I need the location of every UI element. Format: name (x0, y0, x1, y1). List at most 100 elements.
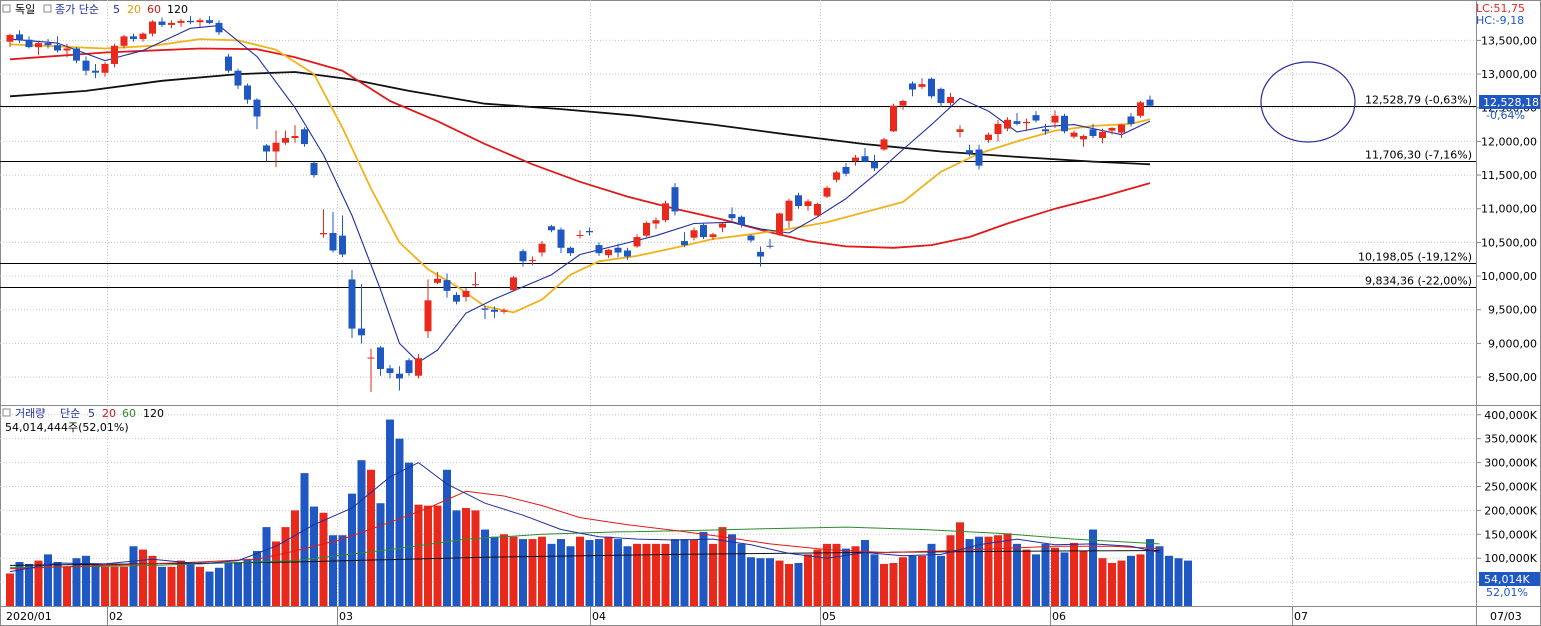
candle[interactable] (301, 127, 308, 147)
candle[interactable] (272, 130, 280, 167)
candle[interactable] (348, 270, 356, 339)
candle[interactable] (1051, 110, 1059, 128)
volume-bar[interactable] (851, 546, 860, 606)
candle[interactable] (405, 358, 413, 376)
volume-bar[interactable] (300, 473, 309, 606)
candle[interactable] (510, 276, 517, 291)
candle[interactable] (1070, 130, 1078, 139)
volume-bar[interactable] (804, 554, 812, 606)
volume-bar[interactable] (566, 546, 575, 606)
volume-bar[interactable] (642, 543, 651, 606)
candle[interactable] (377, 346, 384, 376)
candle[interactable] (709, 232, 717, 240)
volume-bar[interactable] (72, 558, 81, 606)
volume-bar[interactable] (813, 549, 822, 606)
volume-bar[interactable] (15, 562, 24, 606)
volume-bar[interactable] (224, 562, 233, 606)
volume-bar[interactable] (870, 554, 879, 606)
volume-bar[interactable] (1108, 562, 1116, 606)
candle[interactable] (928, 77, 935, 99)
candle[interactable] (1032, 111, 1040, 123)
candle[interactable] (206, 16, 213, 25)
volume-bar[interactable] (1117, 560, 1126, 606)
volume-bar[interactable] (680, 539, 689, 606)
volume-bar[interactable] (291, 510, 299, 606)
candle[interactable] (396, 366, 403, 391)
volume-bar[interactable] (528, 539, 537, 606)
candle[interactable] (1137, 101, 1144, 118)
candle[interactable] (491, 306, 498, 318)
candle[interactable] (899, 99, 907, 110)
volume-bar[interactable] (405, 462, 413, 606)
candle[interactable] (1146, 95, 1154, 108)
volume-bar[interactable] (861, 540, 869, 606)
candle[interactable] (975, 144, 983, 170)
volume-bar[interactable] (1003, 533, 1012, 606)
volume-bar[interactable] (44, 554, 52, 606)
candle[interactable] (833, 171, 840, 183)
volume-bar[interactable] (690, 540, 698, 606)
volume-bar[interactable] (576, 536, 584, 606)
volume-bar[interactable] (63, 566, 71, 606)
candle[interactable] (1108, 127, 1116, 135)
candle[interactable] (614, 243, 622, 258)
candle[interactable] (282, 130, 289, 145)
candle[interactable] (595, 242, 603, 256)
candle[interactable] (101, 61, 109, 77)
candle[interactable] (500, 308, 508, 314)
volume-bar[interactable] (1098, 558, 1107, 606)
candle[interactable] (1042, 123, 1049, 135)
volume-bar[interactable] (196, 566, 204, 606)
candle[interactable] (519, 249, 527, 267)
candle[interactable] (567, 246, 574, 256)
candle[interactable] (82, 56, 90, 76)
candle[interactable] (633, 234, 641, 248)
volume-bar[interactable] (481, 529, 489, 606)
candle[interactable] (434, 272, 441, 285)
candle[interactable] (6, 33, 14, 48)
volume-bar[interactable] (1184, 560, 1192, 606)
volume-bar[interactable] (110, 566, 119, 606)
volume-bar[interactable] (91, 563, 100, 606)
horizontal-lines[interactable]: 12,528,79 (-0,63%) 11,706,30 (-7,16%) 10,1… (0, 94, 1476, 288)
volume-bar[interactable] (120, 566, 128, 606)
candle[interactable] (263, 144, 270, 162)
volume-bar[interactable] (519, 539, 527, 606)
volume-bar[interactable] (1079, 551, 1088, 606)
candle[interactable] (624, 247, 631, 260)
candle[interactable] (367, 348, 375, 392)
volume-bar[interactable] (994, 535, 1002, 606)
volume-bar[interactable] (965, 539, 974, 606)
candle[interactable] (120, 35, 128, 49)
candle[interactable] (766, 239, 774, 249)
candle[interactable] (538, 241, 546, 257)
candle[interactable] (139, 32, 147, 42)
volume-bar[interactable] (215, 567, 223, 606)
candle[interactable] (871, 154, 878, 172)
candle[interactable] (310, 161, 318, 178)
candle[interactable] (1013, 113, 1021, 126)
volume-bar[interactable] (348, 493, 356, 606)
volume-bar[interactable] (614, 539, 622, 606)
volume-bar[interactable] (1013, 543, 1021, 606)
volume-bar[interactable] (699, 531, 708, 606)
candle[interactable] (1127, 113, 1135, 127)
candle[interactable] (168, 20, 175, 29)
candle[interactable] (823, 185, 831, 198)
volume-bar[interactable] (547, 543, 556, 606)
volume-bar[interactable] (557, 539, 565, 606)
candle[interactable] (158, 17, 166, 27)
volume-bar[interactable] (908, 555, 917, 606)
candle[interactable] (671, 183, 679, 216)
volume-bar[interactable] (243, 559, 252, 606)
candle[interactable] (662, 200, 669, 223)
candle[interactable] (25, 36, 33, 49)
volume-bar[interactable] (367, 469, 375, 606)
volume-bar[interactable] (148, 555, 157, 606)
candle[interactable] (776, 212, 783, 236)
candle[interactable] (1089, 123, 1097, 139)
candle[interactable] (291, 125, 299, 143)
volume-bar[interactable] (177, 560, 185, 606)
candle[interactable] (576, 230, 584, 239)
